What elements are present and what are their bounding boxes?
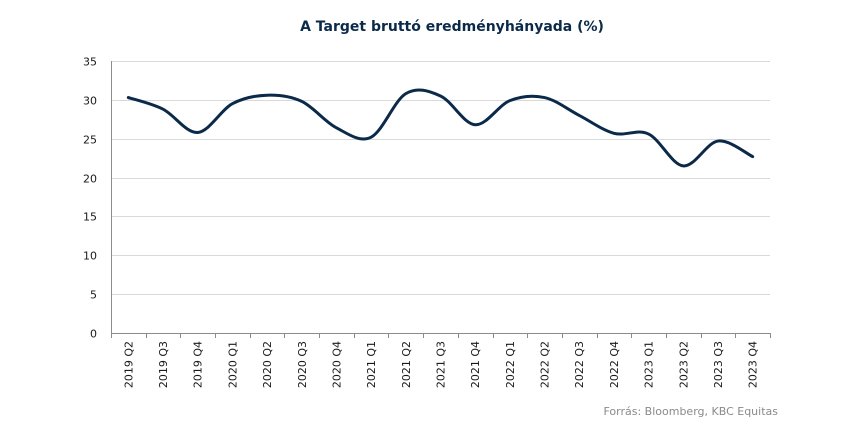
gridlines (111, 61, 770, 295)
x-tick-label: 2023 Q4 (747, 341, 760, 388)
axes (111, 61, 771, 338)
x-tick-label: 2019 Q4 (192, 341, 205, 388)
source-note: Forrás: Bloomberg, KBC Equitas (603, 405, 778, 418)
x-tick-label: 2020 Q3 (296, 341, 309, 388)
x-tick-label: 2021 Q4 (469, 341, 482, 388)
x-tick-label: 2022 Q2 (539, 341, 552, 388)
x-tick-label: 2020 Q2 (261, 341, 274, 388)
series-layer (126, 88, 755, 168)
x-tick-label: 2019 Q3 (157, 341, 170, 388)
x-axis-tick-labels: 2019 Q2 2019 Q3 2019 Q4 2020 Q1 2020 Q2 2020 … (122, 341, 759, 388)
x-tick-label: 2021 Q3 (435, 341, 448, 388)
y-tick-label: 5 (90, 289, 97, 302)
x-tick-label: 2023 Q1 (643, 341, 656, 388)
y-tick-label: 35 (83, 56, 97, 69)
x-tick-label: 2023 Q2 (677, 341, 690, 388)
y-tick-label: 30 (83, 95, 97, 108)
x-tick-label: 2022 Q3 (573, 341, 586, 388)
y-tick-label: 25 (83, 134, 97, 147)
y-tick-label: 10 (83, 250, 97, 263)
x-tick-label: 2021 Q1 (365, 341, 378, 388)
y-axis-tick-labels: 0 5 10 15 20 25 30 35 (83, 56, 97, 341)
x-tick-label: 2022 Q4 (608, 341, 621, 388)
series-line (126, 88, 755, 168)
y-tick-label: 15 (83, 211, 97, 224)
x-tick-label: 2020 Q1 (226, 341, 239, 388)
x-tick-label: 2022 Q1 (504, 341, 517, 388)
y-tick-label: 20 (83, 173, 97, 186)
x-tick-label: 2019 Q2 (122, 341, 135, 388)
x-tick-label: 2023 Q3 (712, 341, 725, 388)
x-tick-label: 2020 Q4 (330, 341, 343, 388)
y-tick-label: 0 (90, 328, 97, 341)
chart-title: A Target bruttó eredményhányada (%) (300, 19, 604, 35)
x-tick-label: 2021 Q2 (400, 341, 413, 388)
